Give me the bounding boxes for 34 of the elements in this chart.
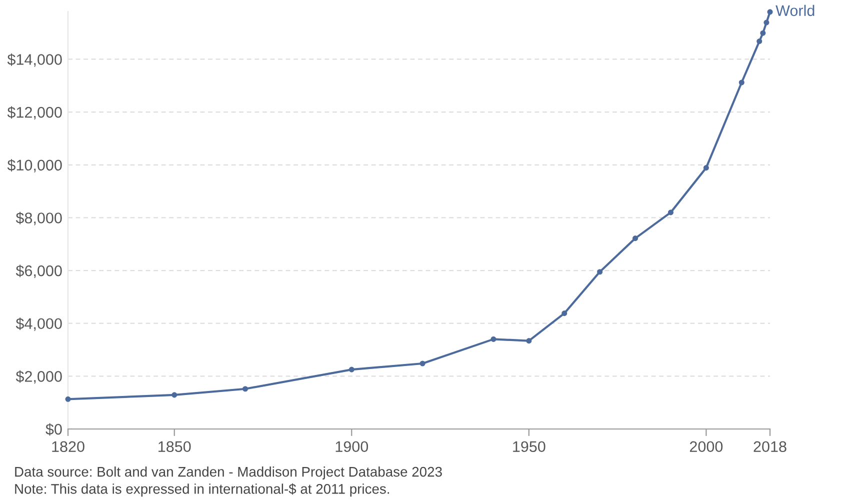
y-tick-label: $14,000 xyxy=(7,53,62,67)
point xyxy=(65,396,71,402)
point xyxy=(526,338,532,344)
point xyxy=(738,80,744,86)
y-tick-label: $10,000 xyxy=(7,159,62,172)
x-tick-label: 1820 xyxy=(52,441,84,452)
x-tick-label: 1900 xyxy=(336,441,368,452)
y-tick-label: $6,000 xyxy=(16,264,62,278)
point xyxy=(242,386,248,392)
x-tick-label: 2018 xyxy=(754,441,786,452)
x-tick-label: 1950 xyxy=(513,441,546,452)
point xyxy=(703,165,709,171)
y-tick-label: $4,000 xyxy=(16,318,62,331)
point xyxy=(562,310,568,316)
y-tick-label: $12,000 xyxy=(7,106,62,120)
point xyxy=(756,38,762,44)
point xyxy=(632,236,638,242)
y-tick-label: $8,000 xyxy=(16,212,62,226)
point xyxy=(767,9,773,15)
point xyxy=(348,366,354,372)
point xyxy=(597,269,603,275)
series-label: World xyxy=(776,4,814,16)
point xyxy=(490,336,496,342)
point xyxy=(760,30,766,36)
y-tick-label: $2,000 xyxy=(16,370,62,384)
x-tick-label: 2000 xyxy=(690,441,723,452)
source-note: Data source: Bolt and van Zanden - Maddison Project Database 2023 xyxy=(15,466,442,480)
x-tick-label: 1850 xyxy=(158,441,191,452)
point xyxy=(172,392,178,398)
text: Note: This data is expressed in international-$ at 2011 prices. xyxy=(15,483,389,497)
point xyxy=(420,360,426,366)
point xyxy=(764,20,770,26)
y-tick-label: $0 xyxy=(46,423,62,436)
point xyxy=(668,210,674,216)
